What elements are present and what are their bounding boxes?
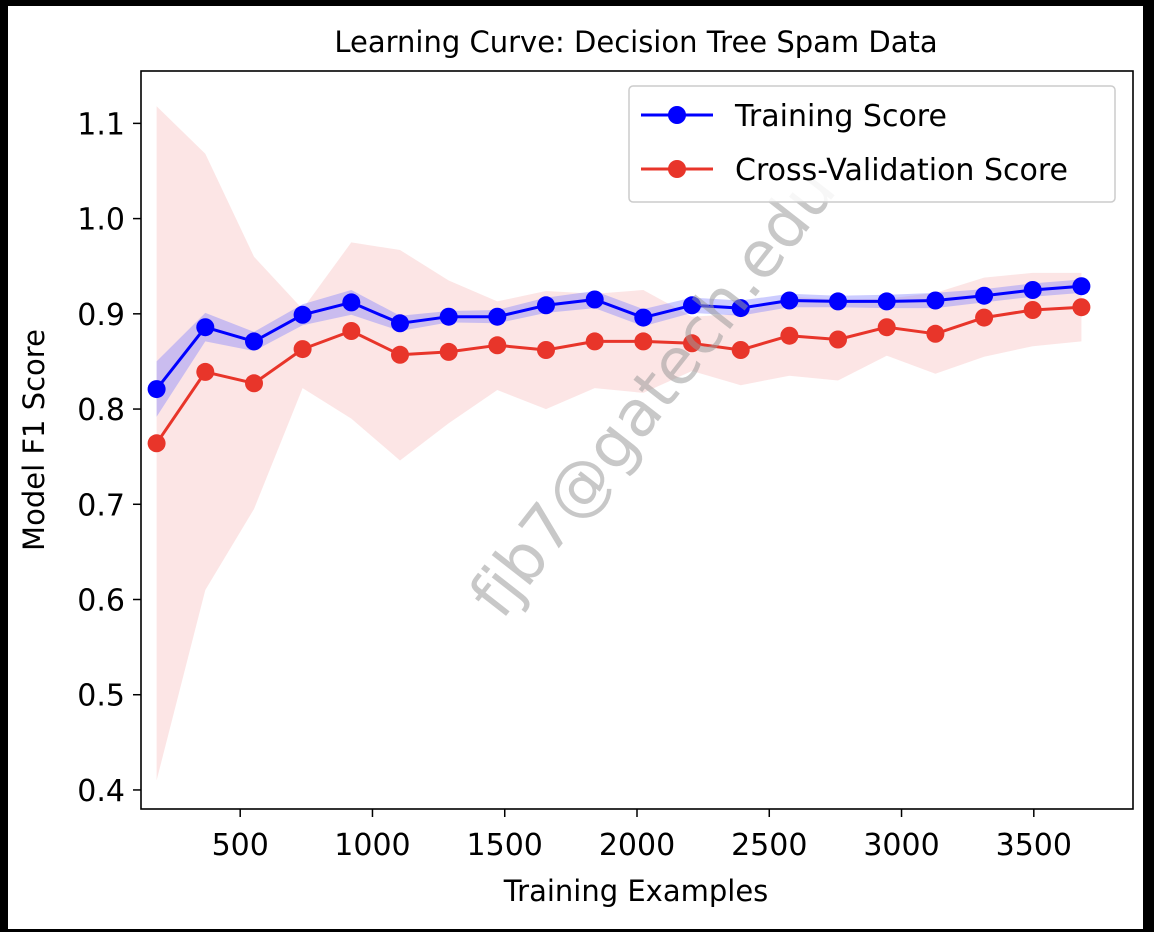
x-tick-label: 2500: [731, 828, 807, 863]
training-score-point: [1023, 281, 1042, 299]
training-score-point: [537, 296, 555, 315]
training-score-point: [926, 291, 945, 310]
cross-validation-score-point: [196, 362, 215, 381]
y-tick-label: 0.5: [77, 679, 125, 714]
legend: Training Score Cross-Validation Score: [628, 85, 1116, 203]
y-tick-label: 0.6: [77, 584, 125, 619]
x-axis-label: Training Examples: [503, 874, 769, 908]
cross-validation-score-point: [683, 334, 701, 353]
cross-validation-score-point: [829, 330, 847, 349]
x-axis-ticks: 500 1000 1500 2000 2500 3000 3500: [212, 809, 1072, 863]
cross-validation-score-point: [926, 324, 945, 343]
chart-title: Learning Curve: Decision Tree Spam Data: [334, 25, 937, 59]
legend-label-cross-validation: Cross-Validation Score: [735, 153, 1068, 188]
training-score-point: [391, 314, 409, 333]
y-axis-label: Model F1 Score: [17, 329, 51, 551]
cross-validation-score-point: [245, 374, 263, 393]
cross-validation-score-point: [537, 341, 555, 359]
cross-validation-score-point: [877, 318, 896, 337]
cross-validation-score-point: [585, 332, 604, 351]
y-tick-label: 0.7: [77, 488, 125, 523]
learning-curve-chart: Learning Curve: Decision Tree Spam Data …: [17, 25, 1134, 908]
x-tick-label: 2000: [599, 828, 675, 863]
training-score-point: [439, 307, 458, 326]
cross-validation-score-point: [975, 308, 994, 327]
training-score-point: [147, 380, 166, 399]
x-tick-label: 1000: [334, 828, 410, 863]
cross-validation-score-point: [1023, 301, 1042, 319]
x-tick-label: 3000: [863, 828, 939, 863]
cross-validation-score-point: [439, 342, 458, 361]
training-score-point: [245, 332, 263, 351]
confidence-bands: [156, 106, 1082, 781]
y-tick-label: 0.9: [77, 298, 125, 333]
training-score-point: [1072, 277, 1091, 296]
training-score-point: [731, 299, 750, 318]
training-score-point: [829, 292, 847, 311]
cross-validation-score-point: [391, 345, 409, 364]
training-score-point: [683, 296, 701, 315]
cross-validation-score-point: [731, 341, 750, 359]
cross-validation-score-point: [1072, 298, 1091, 317]
y-tick-label: 0.4: [77, 774, 125, 809]
training-score-band: [156, 279, 1082, 417]
y-tick-label: 1.0: [77, 203, 125, 238]
training-score-point: [780, 291, 799, 310]
training-score-point: [634, 308, 653, 327]
y-tick-label: 1.1: [77, 107, 125, 142]
training-score-point: [585, 290, 604, 309]
cross-validation-score-point: [147, 434, 166, 453]
cross-validation-score-point: [780, 326, 799, 345]
legend-box: [628, 85, 1116, 203]
x-tick-label: 1500: [467, 828, 543, 863]
x-tick-label: 3500: [996, 828, 1072, 863]
x-tick-label: 500: [212, 828, 269, 863]
training-score-point: [877, 292, 896, 311]
training-score-point: [488, 307, 507, 326]
training-score-point: [342, 293, 361, 312]
chart-frame: Learning Curve: Decision Tree Spam Data …: [8, 6, 1143, 929]
cross-validation-score-point: [293, 340, 312, 359]
training-score-point: [293, 305, 312, 324]
training-score-point: [975, 286, 994, 305]
cross-validation-score-point: [488, 336, 507, 355]
training-score-point: [196, 318, 215, 337]
series-markers: [147, 277, 1091, 453]
cross-validation-score-point: [634, 332, 653, 351]
legend-label-training: Training Score: [734, 99, 947, 134]
y-tick-label: 0.8: [77, 393, 125, 428]
cross-validation-score-band: [156, 106, 1082, 781]
cross-validation-score-point: [342, 322, 361, 340]
legend-marker-training: [668, 106, 686, 124]
legend-marker-cross-validation: [668, 160, 686, 178]
y-axis-ticks: 0.4 0.5 0.6 0.7 0.8 0.9 1.0 1.1: [77, 107, 141, 809]
